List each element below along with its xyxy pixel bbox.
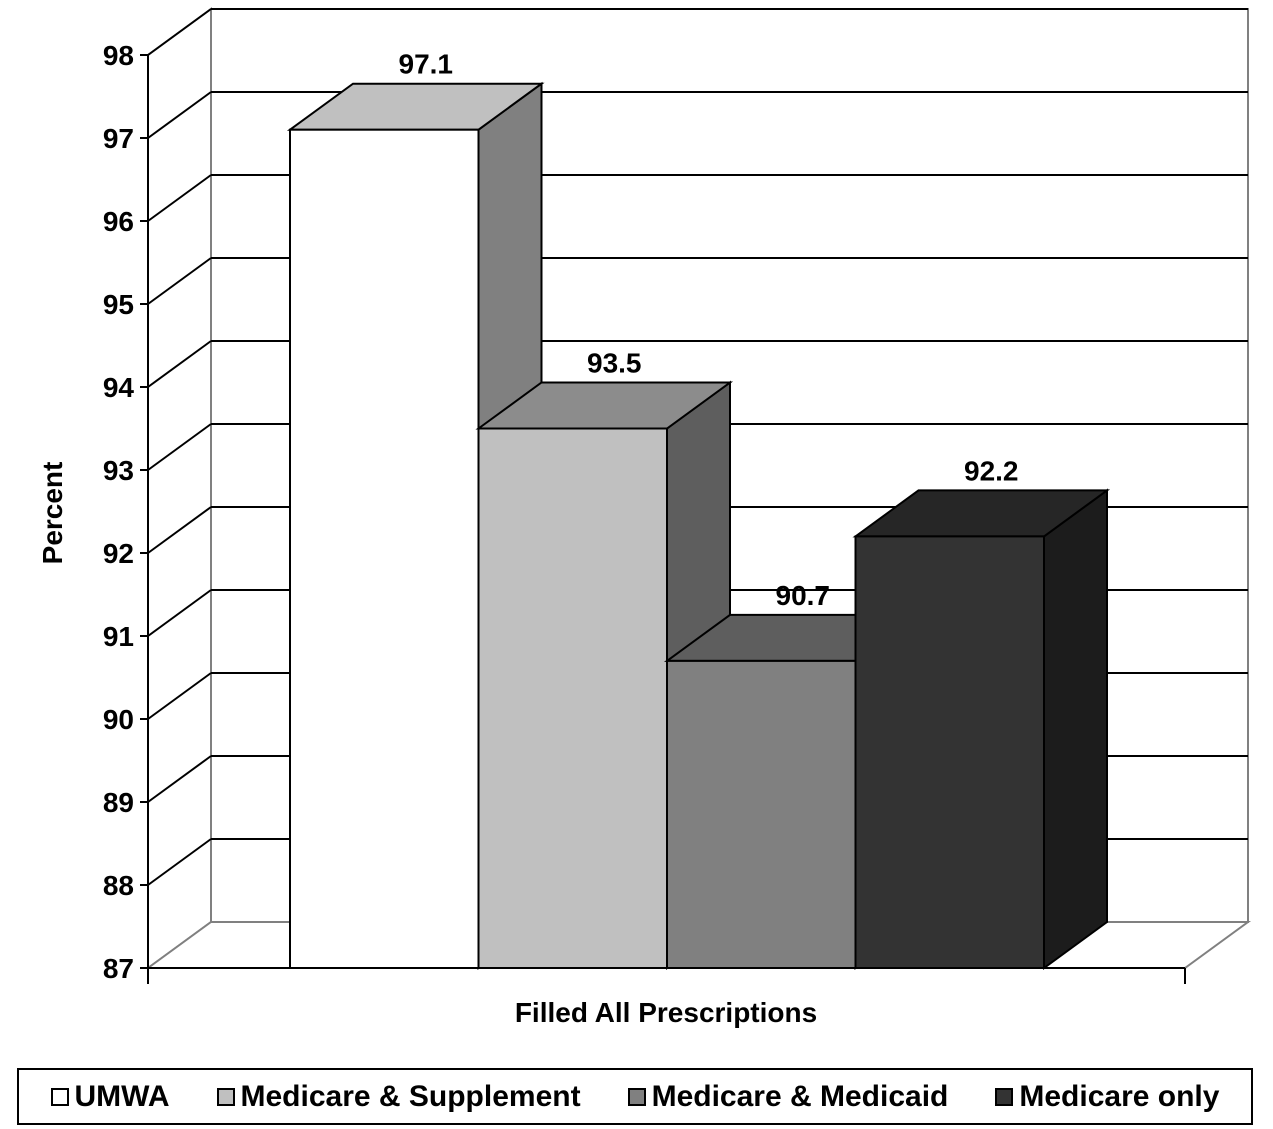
bars — [286, 81, 1111, 970]
legend-label: Medicare & Supplement — [240, 1079, 581, 1113]
y-tick-label: 93 — [103, 455, 134, 486]
legend: UMWA Medicare & Supplement Medicare & Medi… — [17, 1068, 1253, 1125]
bar-front-face — [289, 128, 480, 969]
data-label: 90.7 — [776, 580, 831, 611]
y-tick-label: 95 — [103, 289, 134, 320]
side-gridline — [147, 672, 212, 720]
bar-front-face — [666, 659, 857, 970]
legend-item: Medicare & Supplement — [216, 1079, 581, 1114]
bar-medicare-only — [852, 488, 1111, 970]
data-label: 92.2 — [964, 455, 1019, 486]
data-label: 97.1 — [399, 49, 454, 80]
y-tick-label: 92 — [103, 538, 134, 569]
y-tick-label: 96 — [103, 206, 134, 237]
data-label: 93.5 — [587, 348, 642, 379]
y-tick-label: 97 — [103, 123, 134, 154]
y-tick-label: 90 — [103, 704, 134, 735]
legend-swatch — [50, 1087, 69, 1106]
side-gridline — [147, 340, 212, 388]
y-tick-label: 87 — [103, 953, 134, 984]
side-gridline — [147, 589, 212, 637]
side-gridline — [147, 755, 212, 803]
y-tick-label: 94 — [103, 372, 135, 403]
legend-swatch — [995, 1087, 1014, 1106]
side-gridline — [147, 8, 212, 56]
legend-item: Medicare only — [995, 1080, 1219, 1114]
bar-front-face — [854, 535, 1045, 970]
legend-item: UMWA — [50, 1079, 170, 1114]
side-gridline — [147, 174, 212, 222]
bar-front-face — [477, 427, 668, 969]
y-tick-label: 98 — [103, 40, 134, 71]
side-gridline — [147, 838, 212, 886]
y-axis-title: Percent — [37, 462, 68, 565]
x-axis-title: Filled All Prescriptions — [515, 997, 817, 1028]
legend-label: UMWA — [74, 1079, 170, 1113]
legend-label: Medicare & Medicaid — [651, 1079, 949, 1113]
data-labels: 97.1 93.5 90.7 92.2 — [399, 49, 1019, 611]
y-tick-label: 88 — [103, 870, 134, 901]
y-tick-label: 91 — [103, 621, 134, 652]
side-gridline — [147, 506, 212, 554]
side-gridline — [147, 91, 212, 139]
side-gridline — [147, 423, 212, 471]
y-tick-label: 89 — [103, 787, 134, 818]
legend-label: Medicare only — [1019, 1079, 1220, 1113]
side-wall — [147, 7, 212, 970]
legend-swatch — [216, 1087, 235, 1106]
legend-swatch — [627, 1087, 646, 1106]
legend-item: Medicare & Medicaid — [627, 1079, 949, 1114]
bar-side-face — [1043, 488, 1108, 970]
y-tick-labels: 87 88 89 90 91 92 93 94 95 96 97 98 — [103, 40, 135, 984]
side-gridline — [147, 257, 212, 305]
